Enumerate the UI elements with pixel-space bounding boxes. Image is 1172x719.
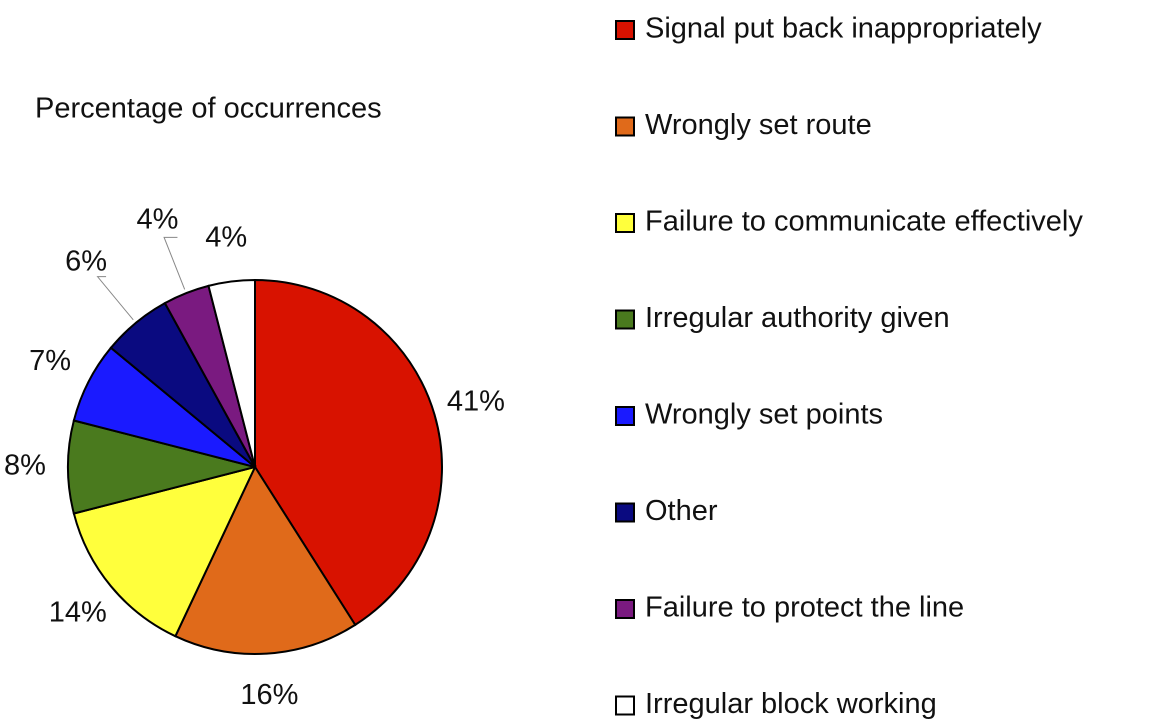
legend-label: Failure to protect the line: [645, 592, 964, 624]
legend-label: Irregular block working: [645, 688, 937, 719]
legend-swatch: [615, 116, 635, 137]
data-label: 6%: [65, 245, 107, 277]
legend-label: Wrongly set points: [645, 399, 883, 431]
chart-title: Percentage of occurrences: [35, 93, 382, 125]
leader-line: [163, 236, 186, 290]
data-label: 8%: [4, 450, 46, 482]
data-label: 7%: [29, 345, 71, 377]
legend-label: Wrongly set route: [645, 109, 872, 141]
data-label: 16%: [240, 679, 298, 711]
data-label: 41%: [447, 385, 505, 417]
legend-swatch: [615, 406, 635, 426]
data-label: 14%: [49, 596, 107, 628]
pie-slice: [67, 419, 256, 515]
leader-line: [96, 276, 134, 321]
data-label: 4%: [205, 221, 247, 253]
legend-swatch: [615, 309, 635, 330]
legend-label: Failure to communicate effectively: [645, 206, 1083, 238]
pie-slice: [207, 278, 256, 468]
legend-swatch: [615, 502, 635, 523]
pie-slice: [72, 465, 257, 638]
legend-label: Other: [645, 495, 718, 527]
legend-label: Signal put back inappropriately: [645, 13, 1042, 45]
pie-slice: [254, 278, 443, 627]
legend-swatch: [615, 599, 635, 619]
pie-slice: [174, 464, 357, 655]
legend-label: Irregular authority given: [645, 302, 950, 334]
data-label: 4%: [136, 203, 178, 235]
legend-swatch: [615, 213, 635, 233]
legend-swatch: [615, 695, 635, 716]
legend-swatch: [615, 20, 635, 40]
